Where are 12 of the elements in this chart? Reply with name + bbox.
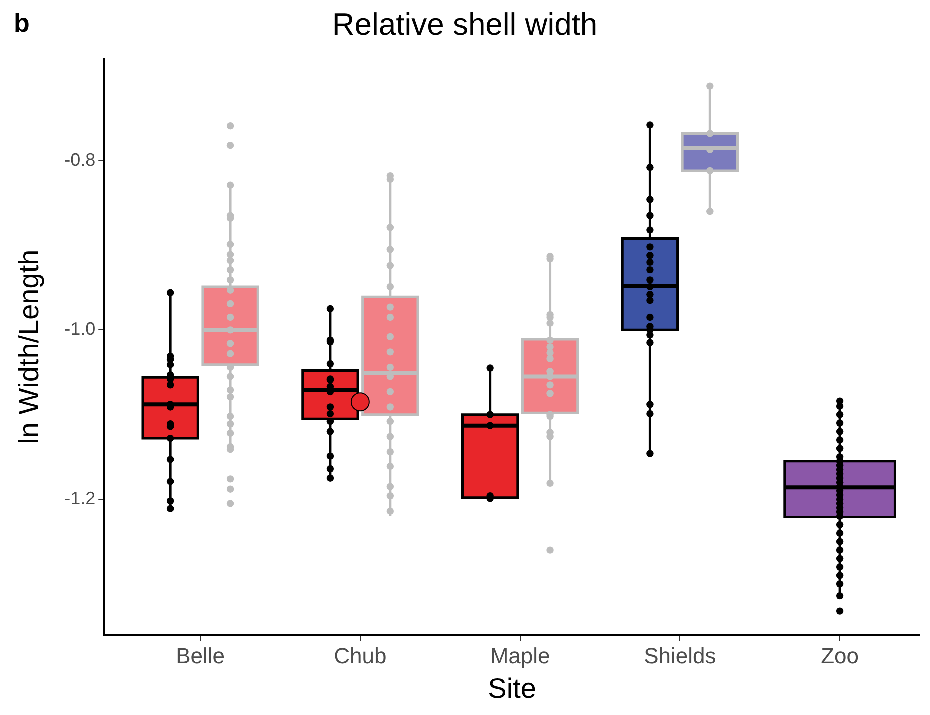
x-tick-label: Zoo: [821, 643, 860, 668]
y-tick-label: -1.0: [64, 319, 96, 340]
y-axis-title: ln Width/Length: [14, 250, 45, 444]
x-tick-label: Maple: [490, 643, 550, 668]
x-tick-label: Chub: [334, 643, 387, 668]
x-tick-label: Belle: [176, 643, 226, 668]
x-tick-label: Shields: [644, 643, 716, 668]
y-tick-label: -1.2: [64, 488, 96, 508]
chart-title: Relative shell width: [332, 7, 598, 42]
x-axis-title: Site: [488, 672, 536, 704]
text: b: [14, 8, 30, 38]
y-tick-label: -0.8: [64, 150, 96, 170]
